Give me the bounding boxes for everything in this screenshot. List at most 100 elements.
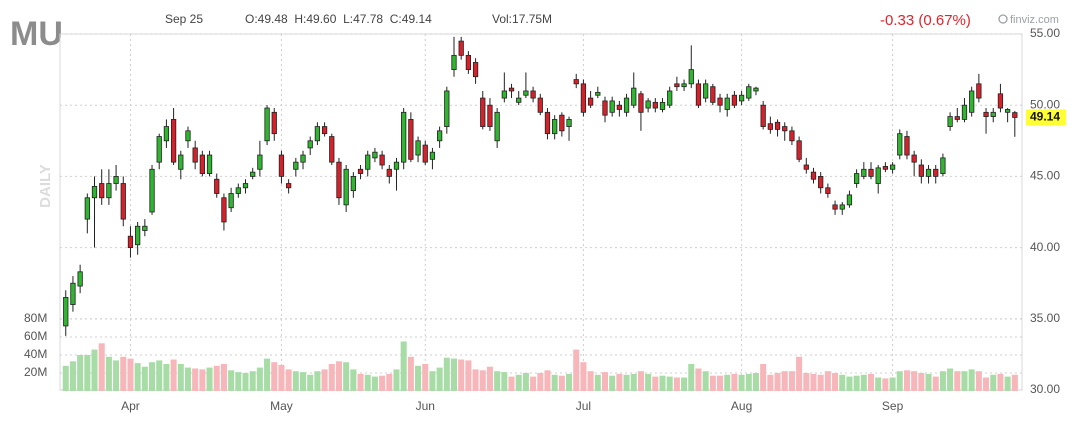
- volume-bar: [573, 349, 580, 391]
- volume-bar: [184, 367, 191, 391]
- volume-bar: [616, 373, 623, 391]
- candle-body: [638, 93, 644, 113]
- volume-bar: [134, 363, 141, 391]
- candle-body: [221, 197, 227, 223]
- volume-bar: [69, 361, 76, 391]
- candle-body: [415, 140, 421, 156]
- volume-bar: [860, 374, 867, 391]
- volume-bar: [961, 371, 968, 391]
- volume-bar: [371, 376, 378, 391]
- volume-bar: [803, 373, 810, 391]
- candle-body: [185, 130, 191, 142]
- candle-body: [1012, 112, 1018, 118]
- y-tick-label: 40.00: [1030, 240, 1060, 254]
- candle-body: [652, 101, 658, 109]
- volume-bar: [594, 374, 601, 391]
- volume-bar: [249, 371, 256, 391]
- volume-bar: [264, 358, 271, 391]
- candle-body: [156, 136, 162, 163]
- volume-bar: [853, 375, 860, 391]
- candle-body: [300, 154, 306, 163]
- candle-body: [868, 168, 874, 177]
- volume-bar: [199, 369, 206, 391]
- candle-body: [516, 97, 522, 103]
- candle-body: [544, 111, 551, 135]
- volume-bar: [436, 367, 443, 391]
- volume-bar: [450, 358, 458, 391]
- volume-bar: [544, 370, 551, 391]
- volume-bar: [494, 371, 501, 391]
- volume-bar: [983, 377, 990, 391]
- candle-body: [947, 116, 953, 127]
- candle-body: [587, 97, 594, 106]
- change: -0.33 (0.67%): [880, 12, 971, 29]
- candle-body: [623, 97, 630, 113]
- candle-body: [149, 168, 155, 213]
- volume-bar: [314, 371, 321, 391]
- candle-body: [106, 183, 112, 199]
- volume-bar: [364, 374, 371, 391]
- volume-bar: [752, 373, 759, 391]
- candle-body: [796, 140, 802, 160]
- volume-bar: [285, 369, 292, 391]
- volume-bar: [192, 368, 199, 391]
- candle-body: [990, 111, 996, 117]
- candle-body: [889, 164, 896, 170]
- volume-bar: [695, 368, 702, 391]
- last-price-label: 49.14: [1030, 110, 1060, 124]
- candle-body: [882, 166, 889, 170]
- volume-bar: [242, 373, 249, 391]
- volume-bar: [932, 376, 939, 391]
- volume-bar: [292, 371, 299, 391]
- candle-body: [250, 171, 256, 177]
- volume-bar: [623, 374, 630, 391]
- volume-bar: [580, 362, 587, 391]
- volume-bar: [911, 371, 918, 391]
- volume-bar: [206, 367, 213, 391]
- candle-body: [983, 111, 989, 117]
- volume-bar: [566, 373, 573, 391]
- volume-bar: [141, 366, 148, 391]
- candle-body: [631, 87, 637, 106]
- volume-bar: [947, 368, 954, 391]
- volume-bar: [774, 373, 781, 391]
- candle-body: [429, 151, 436, 160]
- volume-bar: [875, 377, 882, 391]
- candle-body: [602, 100, 608, 116]
- x-tick-label: Jul: [576, 399, 591, 413]
- volume-bar: [709, 375, 716, 391]
- candle-body: [163, 126, 170, 142]
- candle-body: [738, 94, 745, 102]
- candle-body: [789, 130, 795, 142]
- candle-body: [782, 126, 788, 132]
- volume-bar: [558, 375, 565, 391]
- volume-bar: [839, 374, 846, 391]
- candle-body: [659, 101, 666, 110]
- candle-body: [846, 194, 853, 206]
- volume-bar: [213, 365, 220, 391]
- brand: finviz.com: [1010, 14, 1059, 26]
- volume-bar: [601, 372, 609, 391]
- candle-body: [746, 86, 752, 99]
- candle-body: [343, 168, 349, 206]
- x-tick-label: Apr: [121, 399, 140, 413]
- candle-body: [703, 83, 709, 99]
- candle-body: [365, 154, 371, 170]
- candle-body: [940, 157, 946, 174]
- volume-bar: [400, 341, 407, 391]
- candle-body: [559, 114, 565, 132]
- candle-body: [372, 151, 378, 159]
- volume-bar: [717, 375, 724, 391]
- candle-body: [99, 183, 105, 199]
- candle-body: [997, 93, 1004, 109]
- candle-body: [120, 183, 126, 220]
- volume-bar: [77, 355, 84, 391]
- volume-bar: [170, 359, 177, 391]
- volume-bar: [666, 376, 673, 391]
- candle-body: [839, 204, 845, 210]
- volume-bar: [522, 373, 529, 391]
- volume-bar: [968, 369, 975, 391]
- volume-tick-label: 20M: [24, 365, 47, 379]
